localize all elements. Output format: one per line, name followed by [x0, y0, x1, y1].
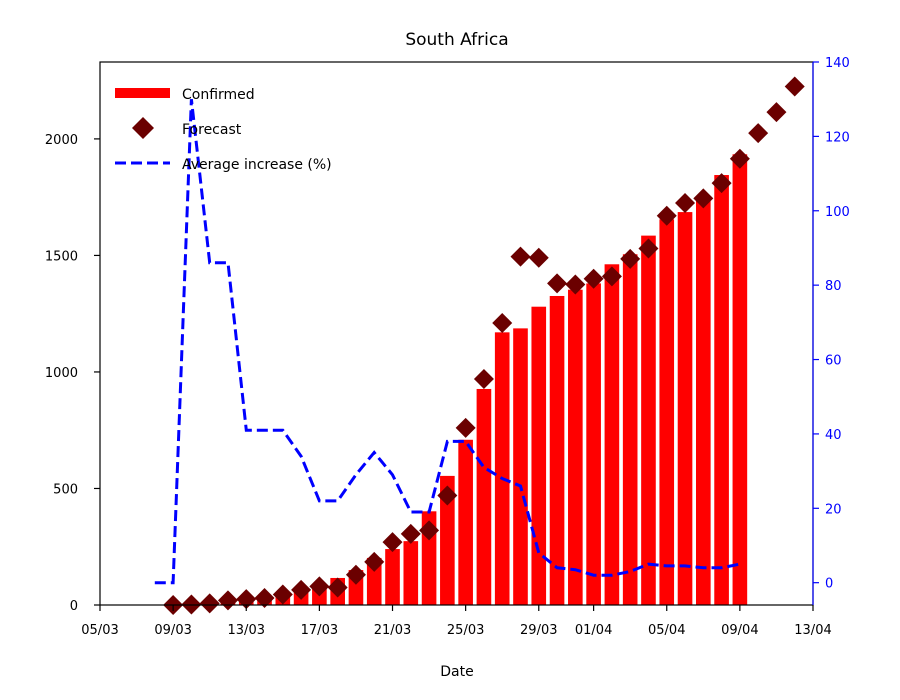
- forecast-marker-26: [638, 238, 659, 259]
- forecast-marker-20: [528, 247, 549, 268]
- x-tick-label-2: 13/03: [228, 623, 265, 638]
- forecast-marker-14: [419, 520, 440, 541]
- chart-title: South Africa: [405, 30, 508, 50]
- confirmed-bar-30: [714, 175, 729, 605]
- legend-label-forecast: Forecast: [182, 122, 242, 138]
- y2-tick-label-0: 0: [825, 577, 833, 592]
- forecast-marker-25: [620, 248, 641, 269]
- x-tick-label-6: 29/03: [520, 623, 557, 638]
- confirmed-bar-18: [494, 332, 510, 605]
- forecast-marker-34: [784, 76, 805, 97]
- average-increase-line: [154, 99, 741, 585]
- confirmed-bar-13: [403, 541, 419, 605]
- forecast-marker-19: [510, 246, 531, 267]
- forecast-marker-6: [272, 584, 293, 605]
- confirmed-bar-23: [586, 283, 601, 605]
- y-tick-label-2: 1000: [45, 366, 78, 381]
- confirmed-bar-22: [568, 289, 583, 605]
- confirmed-bar-16: [458, 439, 473, 605]
- x-tick-label-3: 17/03: [301, 623, 338, 638]
- forecast-marker-8: [309, 576, 330, 597]
- x-tick-label-8: 05/04: [648, 623, 685, 638]
- x-tick-label-4: 21/03: [374, 623, 411, 638]
- confirmed-bar-26: [641, 235, 656, 605]
- forecast-marker-28: [675, 192, 696, 213]
- forecast-marker-3: [217, 590, 238, 611]
- x-tick-label-0: 05/03: [81, 623, 118, 638]
- forecast-marker-18: [492, 313, 513, 334]
- forecast-marker-7: [291, 579, 312, 600]
- confirmed-bar-27: [659, 219, 675, 605]
- y2-tick-label-4: 80: [825, 279, 842, 294]
- confirmed-bar-12: [385, 549, 400, 605]
- confirmed-bar-21: [549, 295, 565, 605]
- x-tick-label-9: 09/04: [721, 623, 758, 638]
- forecast-markers: [163, 76, 805, 615]
- forecast-marker-2: [199, 593, 220, 614]
- legend-label-confirmed: Confirmed: [182, 87, 255, 103]
- legend-swatch-confirmed: [115, 88, 170, 98]
- forecast-marker-4: [236, 589, 257, 610]
- confirmed-bar-19: [513, 328, 528, 605]
- forecast-marker-10: [345, 564, 366, 585]
- forecast-marker-31: [729, 148, 750, 169]
- y2-tick-label-5: 100: [825, 205, 850, 220]
- x-axis-label: Date: [440, 664, 473, 680]
- y2-tick-label-6: 120: [825, 130, 850, 145]
- x-axis: 05/03 09/03 13/03 17/03 21/03 25/03 29/03 01/04…: [81, 605, 832, 638]
- confirmed-bar-11: [366, 557, 382, 605]
- confirmed-bar-28: [677, 212, 693, 605]
- x-tick-label-7: 01/04: [575, 623, 612, 638]
- confirmed-bar-17: [476, 388, 492, 605]
- forecast-marker-22: [565, 274, 586, 295]
- forecast-marker-16: [455, 417, 476, 438]
- y-tick-label-0: 0: [70, 599, 78, 614]
- forecast-marker-15: [437, 485, 458, 506]
- forecast-marker-11: [364, 551, 385, 572]
- confirmed-bar-24: [604, 264, 620, 605]
- confirmed-bars: [165, 154, 748, 606]
- y-tick-label-1: 500: [53, 482, 78, 497]
- y-tick-label-3: 1500: [45, 249, 78, 264]
- legend: Confirmed Forecast Average increase (%): [115, 87, 332, 173]
- y2-tick-label-3: 60: [825, 354, 842, 369]
- forecast-marker-12: [382, 532, 403, 553]
- forecast-marker-21: [547, 273, 568, 294]
- forecast-marker-13: [400, 523, 421, 544]
- x-tick-label-5: 25/03: [447, 623, 484, 638]
- y-axis-left: 0 500 1000 1500 2000: [45, 133, 100, 614]
- forecast-marker-33: [766, 102, 787, 123]
- forecast-marker-24: [601, 266, 622, 287]
- confirmed-bar-20: [531, 306, 547, 605]
- x-tick-label-1: 09/03: [154, 623, 191, 638]
- average-increase-path: [154, 99, 741, 585]
- forecast-marker-27: [656, 205, 677, 226]
- y-tick-label-4: 2000: [45, 133, 78, 148]
- confirmed-bar-15: [440, 475, 455, 605]
- x-tick-label-10: 13/04: [794, 623, 831, 638]
- forecast-marker-30: [711, 173, 732, 194]
- forecast-marker-23: [583, 268, 604, 289]
- forecast-marker-9: [327, 577, 348, 598]
- forecast-marker-5: [254, 588, 275, 609]
- y2-tick-label-2: 40: [825, 428, 842, 443]
- forecast-marker-29: [693, 188, 714, 209]
- y2-tick-label-7: 140: [825, 56, 850, 71]
- legend-label-average: Average increase (%): [182, 157, 332, 173]
- legend-swatch-forecast: [132, 117, 154, 139]
- confirmed-bar-31: [732, 154, 748, 606]
- y-axis-right: 0 20 40 60 80 100 120 140: [812, 56, 850, 605]
- confirmed-bar-25: [622, 254, 638, 605]
- y2-tick-label-1: 20: [825, 502, 842, 517]
- forecast-marker-32: [748, 123, 769, 144]
- forecast-marker-17: [473, 368, 494, 389]
- confirmed-bar-29: [695, 197, 711, 605]
